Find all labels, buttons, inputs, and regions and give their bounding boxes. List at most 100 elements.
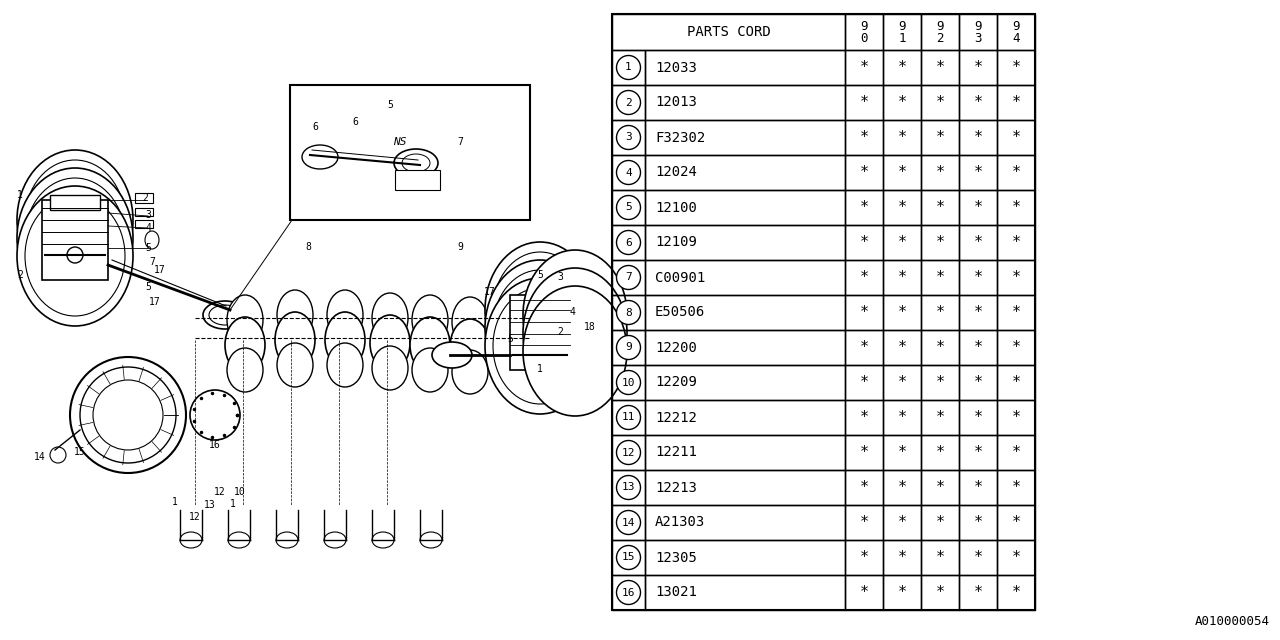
Ellipse shape [325, 312, 365, 368]
Text: *: * [897, 585, 906, 600]
Ellipse shape [50, 447, 67, 463]
Text: *: * [1011, 305, 1020, 320]
Ellipse shape [276, 343, 314, 387]
Text: *: * [936, 585, 945, 600]
Text: 2: 2 [142, 193, 148, 203]
Ellipse shape [372, 346, 408, 390]
Bar [645, 330, 845, 365]
Bar [959, 50, 997, 85]
Text: 1: 1 [230, 499, 236, 509]
Bar [845, 540, 883, 575]
Text: 3: 3 [557, 272, 563, 282]
Ellipse shape [412, 348, 448, 392]
Bar [845, 295, 883, 330]
Bar [845, 155, 883, 190]
Bar [612, 400, 645, 435]
Bar [922, 85, 959, 120]
Text: 15: 15 [74, 447, 86, 457]
Text: *: * [973, 410, 983, 425]
Bar [959, 190, 997, 225]
Bar [922, 540, 959, 575]
Text: 13: 13 [622, 483, 635, 493]
Bar [42, 200, 108, 280]
Ellipse shape [370, 315, 410, 371]
Text: PARTS CORD: PARTS CORD [686, 25, 771, 39]
Ellipse shape [302, 145, 338, 169]
Text: *: * [859, 515, 869, 530]
Text: 5: 5 [538, 270, 543, 280]
Text: *: * [1011, 340, 1020, 355]
Bar [556, 300, 573, 308]
Text: 7: 7 [457, 137, 463, 147]
Text: *: * [897, 445, 906, 460]
Circle shape [617, 371, 640, 394]
Bar [845, 85, 883, 120]
Bar [959, 540, 997, 575]
Text: 12024: 12024 [655, 166, 696, 179]
Text: *: * [936, 515, 945, 530]
Text: A21303: A21303 [655, 515, 705, 529]
Ellipse shape [276, 290, 314, 340]
Text: 3: 3 [145, 210, 151, 220]
Text: *: * [973, 200, 983, 215]
Text: *: * [1011, 95, 1020, 110]
Text: 12033: 12033 [655, 61, 696, 74]
Bar [645, 295, 845, 330]
Bar [645, 190, 845, 225]
Bar [883, 50, 922, 85]
Bar [645, 470, 845, 505]
Bar [883, 85, 922, 120]
Circle shape [617, 406, 640, 429]
Text: 4: 4 [625, 168, 632, 177]
Bar [922, 400, 959, 435]
Ellipse shape [485, 242, 595, 378]
Text: *: * [897, 95, 906, 110]
Bar [612, 120, 645, 155]
Text: 16: 16 [209, 440, 221, 450]
Bar [922, 295, 959, 330]
Ellipse shape [189, 390, 241, 440]
Text: *: * [859, 95, 869, 110]
Bar [959, 85, 997, 120]
Text: 5: 5 [145, 243, 151, 253]
Text: E50506: E50506 [655, 305, 705, 319]
Circle shape [617, 440, 640, 465]
Bar [959, 120, 997, 155]
Bar [922, 330, 959, 365]
Bar [612, 470, 645, 505]
Bar [396, 170, 440, 190]
Text: *: * [973, 60, 983, 75]
Circle shape [617, 56, 640, 79]
Bar [134, 220, 154, 228]
Text: *: * [1011, 165, 1020, 180]
Text: 14: 14 [35, 452, 46, 462]
Bar [612, 505, 645, 540]
Bar [845, 575, 883, 610]
Text: *: * [897, 270, 906, 285]
Text: *: * [859, 130, 869, 145]
Ellipse shape [524, 286, 627, 416]
Bar [922, 225, 959, 260]
Text: *: * [859, 200, 869, 215]
Text: *: * [1011, 200, 1020, 215]
Text: 12109: 12109 [655, 236, 696, 250]
Text: 6: 6 [625, 237, 632, 248]
Bar [645, 260, 845, 295]
Text: *: * [859, 445, 869, 460]
Ellipse shape [452, 350, 488, 394]
Ellipse shape [485, 278, 595, 414]
Bar [509, 295, 570, 370]
Bar [883, 400, 922, 435]
Text: *: * [936, 165, 945, 180]
Text: *: * [973, 550, 983, 565]
Bar [922, 190, 959, 225]
Ellipse shape [17, 186, 133, 326]
Text: 12305: 12305 [655, 550, 696, 564]
Text: 7: 7 [148, 257, 155, 267]
Text: 4: 4 [570, 307, 575, 317]
Bar [645, 435, 845, 470]
Bar [997, 470, 1036, 505]
Bar [845, 225, 883, 260]
Text: *: * [859, 270, 869, 285]
Bar [959, 225, 997, 260]
